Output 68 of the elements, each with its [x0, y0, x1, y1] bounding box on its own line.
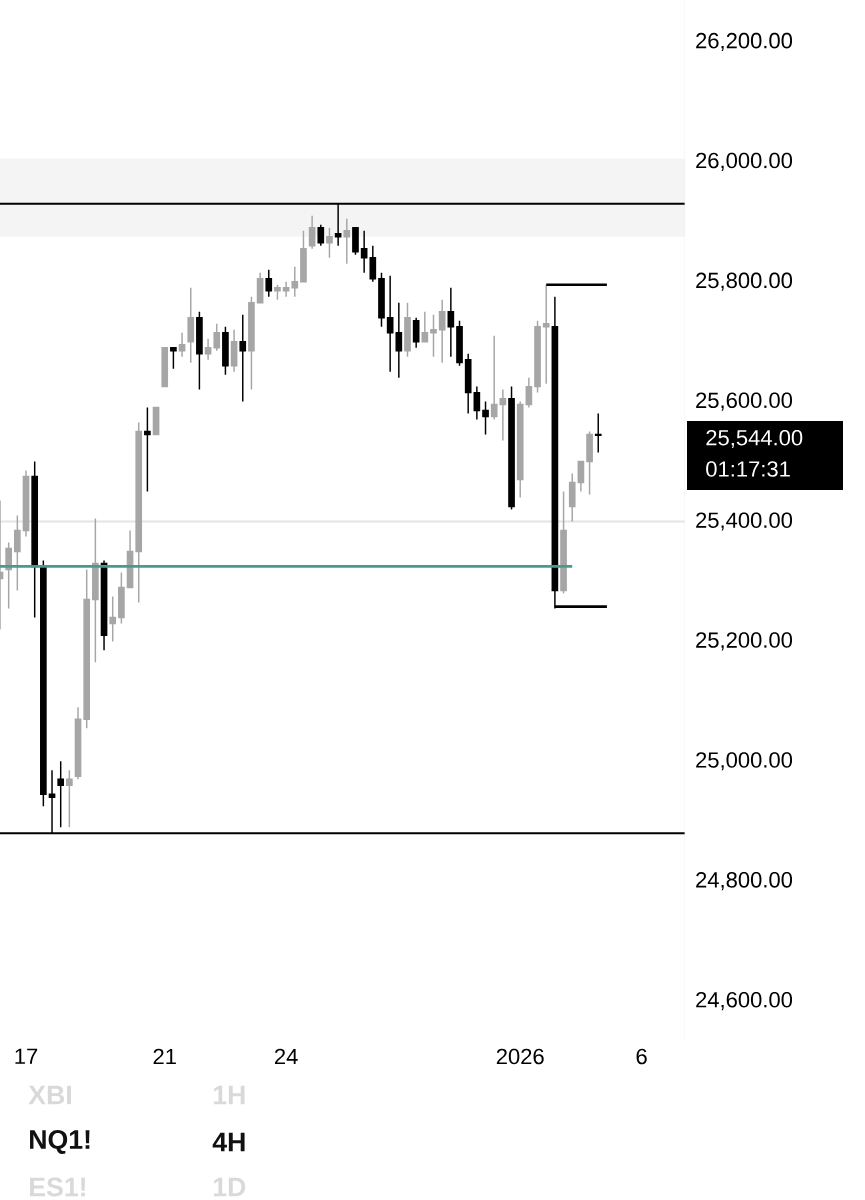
- candlestick: [568, 472, 576, 523]
- y-tick-label: 25,200.00: [696, 632, 793, 651]
- candlestick: [404, 301, 411, 358]
- candlestick: [40, 559, 47, 807]
- candlestick: [291, 266, 299, 298]
- y-tick-label: 25,000.00: [696, 752, 793, 771]
- candlestick: [577, 460, 585, 493]
- candlestick: [490, 334, 498, 421]
- candlestick: [178, 331, 186, 358]
- candlestick: [534, 319, 541, 394]
- y-tick-label: 25,800.00: [696, 272, 793, 291]
- x-tick-label: 24: [274, 1048, 298, 1065]
- y-tick-label: 24,800.00: [696, 872, 793, 891]
- candlestick: [421, 310, 429, 343]
- candlestick: [516, 400, 524, 499]
- y-tick-label: 26,200.00: [696, 32, 793, 52]
- candlestick: [14, 514, 21, 592]
- candlestick: [386, 274, 394, 373]
- candlestick: [265, 268, 273, 298]
- y-tick-label: 25,600.00: [696, 392, 793, 411]
- candlestick: [74, 706, 82, 780]
- y-tick-label: 24,600.00: [696, 991, 793, 1011]
- y-tick-label: 25,400.00: [696, 512, 793, 531]
- candlestick: [248, 295, 255, 391]
- candlestick: [464, 352, 472, 415]
- candlestick: [83, 568, 91, 730]
- y-tick-label: 26,000.00: [696, 152, 793, 171]
- candlestick: [118, 571, 125, 625]
- candlestick: [352, 227, 359, 256]
- candlestick: [499, 388, 507, 442]
- candlestick: [586, 430, 593, 496]
- text: 4H: [212, 1132, 245, 1152]
- candlestick: [378, 271, 385, 328]
- candlestick: [161, 346, 169, 388]
- candlestick: [542, 283, 550, 385]
- candlestick: [213, 322, 221, 352]
- x-tick-label: 21: [153, 1048, 176, 1065]
- candlestick: [473, 385, 481, 421]
- candlestick: [447, 286, 455, 358]
- candlestick: [31, 460, 39, 619]
- candlestick: [135, 421, 143, 604]
- candlestick: [343, 218, 351, 265]
- x-tick-label: 17: [15, 1048, 38, 1064]
- candlestick: [308, 215, 316, 250]
- x-tick-label: 2026: [496, 1048, 544, 1065]
- candlestick: [525, 376, 533, 409]
- text: 01:17:31: [706, 461, 790, 477]
- candlestick: [222, 325, 229, 376]
- candlestick: [560, 490, 567, 595]
- candlestick: [187, 286, 195, 364]
- candlestick: [360, 230, 368, 274]
- candlestick: [412, 316, 420, 349]
- candlestick: [317, 224, 325, 247]
- candlestick: [300, 230, 307, 283]
- candlestick: [196, 310, 203, 391]
- candlestick: [204, 337, 212, 361]
- x-tick-label: 6: [636, 1048, 647, 1065]
- candlestick: [282, 280, 290, 298]
- candlestick: [230, 328, 238, 373]
- candlestick: [22, 469, 30, 538]
- candlestick: [508, 385, 515, 511]
- candlestick: [369, 245, 377, 283]
- candlestick: [395, 301, 403, 379]
- text: 25,544.00: [706, 429, 803, 449]
- candlestick: [438, 298, 446, 364]
- text: NQ1!: [30, 1130, 90, 1154]
- candlestick: [456, 319, 463, 367]
- candlestick: [256, 271, 264, 304]
